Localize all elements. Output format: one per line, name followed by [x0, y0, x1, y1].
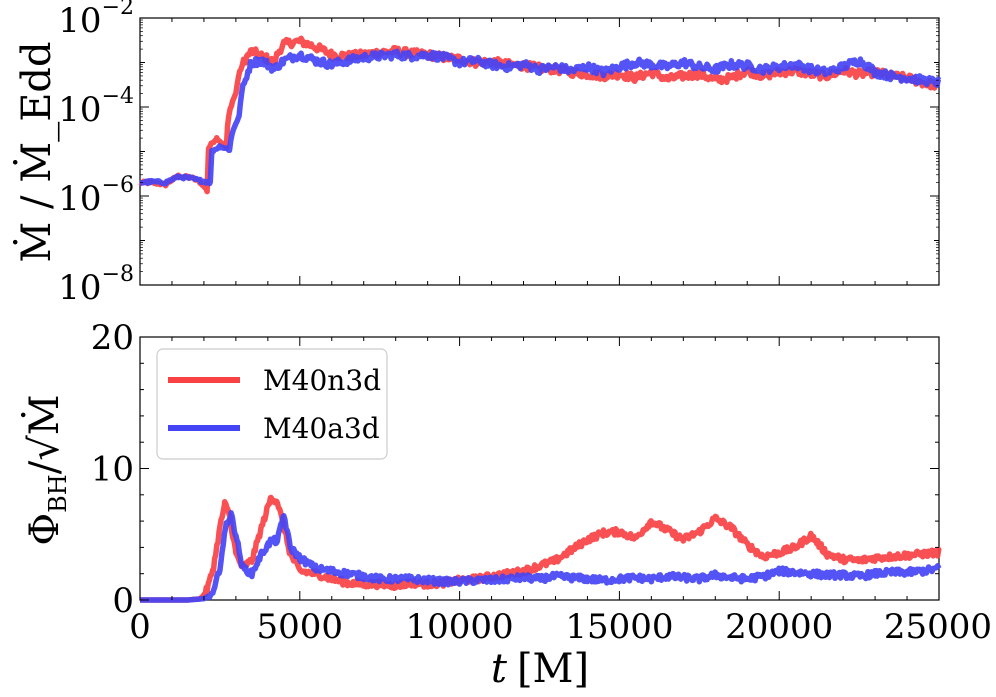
phi-series-layer: [138, 494, 942, 603]
mdot-y-axis-title-text: Ṁ / Ṁ_Edd: [13, 41, 60, 262]
mdot-x-ticks: [139, 18, 940, 285]
legend-label-m40a3d: M40a3d: [263, 412, 380, 445]
phi-y-tick-label: 20: [91, 318, 134, 358]
phi-panel: 0 10 20 0 5000 10000 15000 20000 25000 ΦBH/√Ṁ t…: [21, 318, 992, 692]
legend-box: [156, 348, 388, 460]
mdot-y-tick-label: 10−8: [58, 262, 134, 308]
x-axis-title-unit: [M]: [517, 646, 589, 692]
x-axis-title-var: t: [491, 646, 508, 692]
phi-x-tick-label: 5000: [257, 607, 344, 647]
mdot-y-tick-label: 10−6: [58, 173, 134, 219]
mdot-panel: 10−8 10−6 10−4 10−2 Ṁ / Ṁ_Edd: [13, 0, 942, 308]
phi-x-tick-label: 0: [129, 607, 151, 647]
phi-x-tick-labels: 0 5000 10000 15000 20000 25000: [129, 607, 992, 647]
mdot-y-axis-title: Ṁ / Ṁ_Edd: [13, 41, 60, 262]
phi-y-ticks: [140, 336, 939, 601]
phi-series-m40n3d: [138, 494, 942, 603]
phi-x-tick-label: 25000: [884, 607, 992, 647]
phi-y-label-mdot: Ṁ: [21, 394, 68, 435]
phi-x-tick-label: 10000: [406, 607, 514, 647]
mdot-series-layer: [138, 35, 942, 195]
mdot-y-tick-labels: 10−8 10−6 10−4 10−2: [58, 0, 134, 308]
mdot-y-tick-label: 10−4: [58, 84, 134, 130]
mdot-series-m40a3d: [138, 48, 942, 187]
phi-y-label-phi: Φ: [22, 513, 68, 546]
phi-x-tick-label: 20000: [725, 607, 833, 647]
x-axis-title: t [M]: [491, 646, 589, 692]
phi-x-tick-label: 15000: [565, 607, 673, 647]
phi-y-axis-title: ΦBH/√Ṁ: [21, 394, 72, 545]
phi-y-tick-labels: 0 10 20: [91, 318, 134, 621]
phi-y-tick-label: 10: [91, 450, 134, 490]
mdot-y-tick-label: 10−2: [58, 0, 134, 41]
phi-y-label-sub: BH: [44, 474, 72, 513]
phi-y-tick-label: 0: [112, 581, 134, 621]
legend-label-m40n3d: M40n3d: [263, 364, 381, 397]
legend: M40n3d M40a3d: [156, 348, 388, 460]
phi-x-ticks: [139, 337, 940, 600]
mdot-y-ticks: [140, 17, 939, 286]
phi-series-m40a3d: [138, 510, 942, 603]
phi-y-label-rest: /√: [22, 435, 68, 474]
